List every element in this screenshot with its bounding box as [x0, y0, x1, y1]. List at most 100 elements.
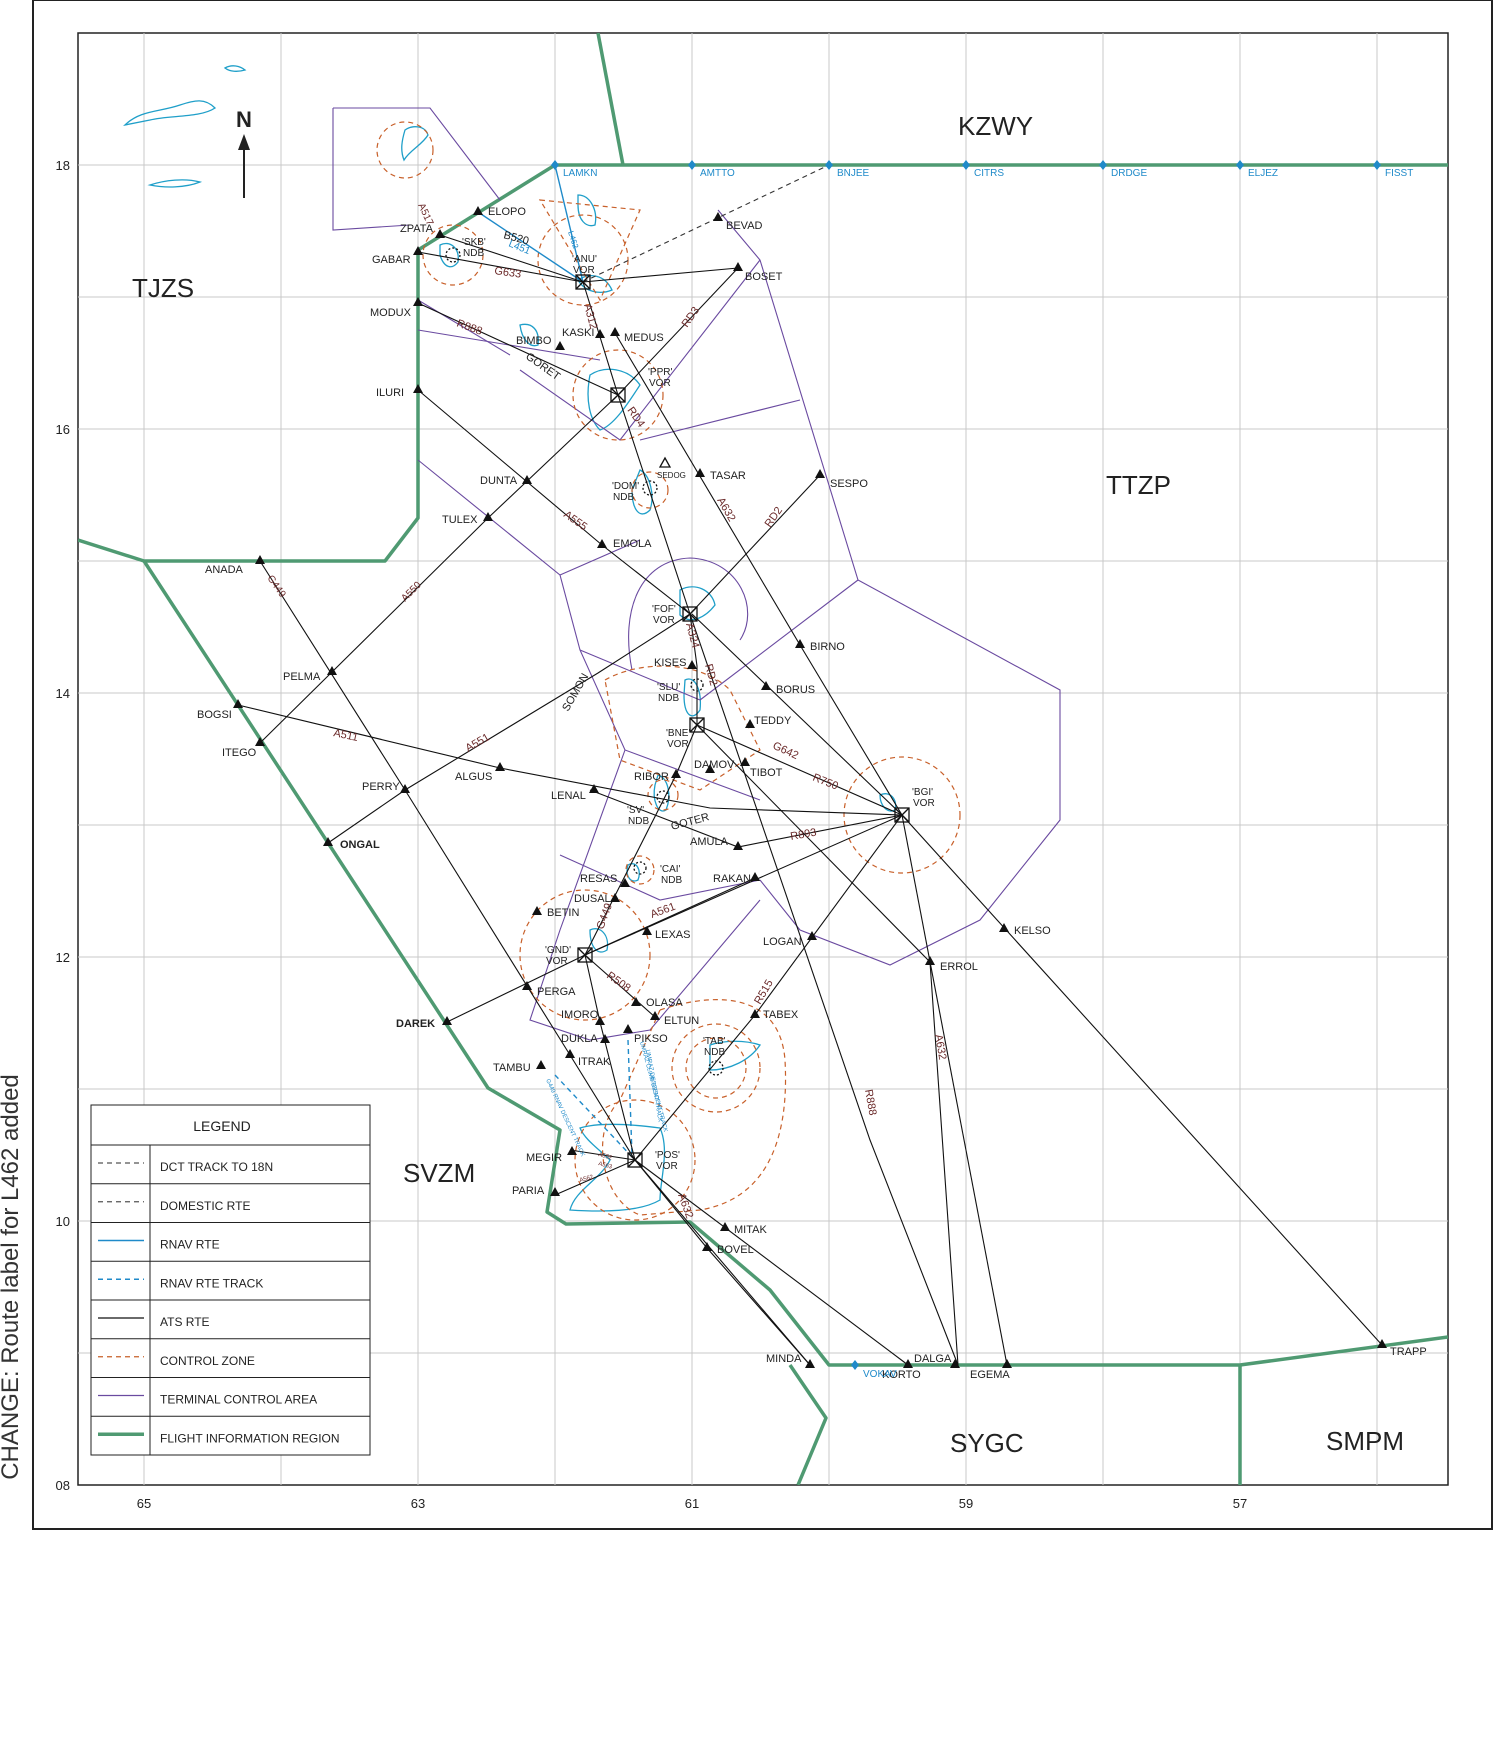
waypoint-triangle	[623, 1024, 633, 1033]
navaid-name: 'BGI'	[912, 787, 933, 798]
boundary-fix-diamond	[1373, 160, 1381, 170]
chart-frame: ELOPO ZPATA GABAR BEVAD BOSET MODUX KASKI MEDUS…	[0, 0, 1493, 1530]
route-label: A562	[579, 1174, 595, 1184]
boundary-fix-diamond	[1099, 160, 1107, 170]
waypoint-label: ZPATA	[400, 223, 434, 235]
waypoint-triangle	[807, 931, 817, 940]
waypoint-label: GABAR	[372, 254, 411, 266]
fir-label-kzwy: KZWY	[958, 111, 1033, 141]
navaid-name: 'DOM'	[612, 481, 639, 492]
waypoint-triangle	[610, 893, 620, 902]
waypoint-label: ITRAK	[578, 1056, 611, 1068]
lon-axis: 65 63 61 59 57	[137, 1496, 1247, 1511]
waypoint-label: BETIN	[547, 907, 579, 919]
route-label: R893	[789, 827, 817, 843]
navaid-name: 'SLU'	[657, 682, 680, 693]
boundary-fix-diamond	[962, 160, 970, 170]
outer-border	[32, 0, 1493, 1530]
boundary-fix-label: BNJEE	[837, 168, 870, 179]
lon-label: 57	[1233, 1496, 1247, 1511]
waypoint-triangle	[702, 1242, 712, 1251]
waypoint-label: RIBOR	[634, 771, 669, 783]
navaid-kind: NDB	[658, 693, 679, 704]
waypoint-label: PIKSO	[634, 1033, 668, 1045]
legend-item-label: DCT TRACK TO 18N	[160, 1160, 273, 1174]
waypoint-triangle	[327, 666, 337, 675]
legend-item-label: TERMINAL CONTROL AREA	[160, 1393, 317, 1407]
waypoint-triangle	[413, 297, 423, 306]
navaid-kind: NDB	[613, 492, 634, 503]
route-label: A552	[597, 1152, 613, 1162]
dct-tracks	[582, 164, 830, 283]
boundary-fix-label: FISST	[1385, 168, 1413, 179]
waypoint-triangle	[400, 784, 410, 793]
waypoint-label: BOGSI	[197, 709, 232, 721]
lat-label: 18	[56, 158, 70, 173]
navaid-name: 'PPR'	[648, 367, 672, 378]
navaid-kind: NDB	[628, 816, 649, 827]
navaid-kind: VOR	[656, 1161, 678, 1172]
legend-item-label: DOMESTIC RTE	[160, 1199, 250, 1213]
waypoint-label: SEDOG	[657, 471, 686, 480]
waypoint-label: EGEMA	[970, 1369, 1010, 1381]
waypoint-triangle	[233, 699, 243, 708]
waypoint-triangle	[999, 923, 1009, 932]
tca-boundaries	[332, 107, 1061, 1041]
waypoint-label: ELTUN	[664, 1015, 699, 1027]
waypoint-label: ONGAL	[340, 839, 380, 851]
rnav-routes	[477, 164, 636, 1161]
legend: LEGEND DCT TRACK TO 18N DOMESTIC RTE RNAV …	[90, 1104, 371, 1456]
waypoint-triangle	[595, 1016, 605, 1025]
waypoint-label: MINDA	[766, 1353, 802, 1365]
waypoint-triangle	[555, 341, 565, 350]
waypoint-label: BOVEL	[717, 1244, 754, 1256]
waypoint-label: OLASA	[646, 997, 683, 1009]
navaid-kind: VOR	[913, 798, 935, 809]
waypoint-label: TIBOT	[750, 767, 783, 779]
waypoint-label: DAMOV	[694, 759, 735, 771]
navaid-kind: VOR	[546, 956, 568, 967]
waypoint-label: PARIA	[512, 1185, 545, 1197]
boundary-fix-diamond	[551, 160, 559, 170]
waypoint-markers	[233, 206, 1387, 1368]
waypoint-triangle	[795, 639, 805, 648]
waypoint-label: PERGA	[537, 986, 576, 998]
waypoint-triangle	[815, 469, 825, 478]
lat-label: 10	[56, 1214, 70, 1229]
waypoint-triangle	[805, 1359, 815, 1368]
waypoint-label: SESPO	[830, 478, 868, 490]
waypoint-triangle	[483, 512, 493, 521]
waypoint-triangle	[597, 539, 607, 548]
route-label: A511	[332, 727, 359, 744]
waypoint-triangle	[522, 981, 532, 990]
waypoint-triangle	[442, 1016, 452, 1025]
navaid-name: 'FOF'	[652, 604, 676, 615]
waypoint-triangle	[1002, 1359, 1012, 1368]
waypoint-triangle	[925, 956, 935, 965]
fir-label-ttzp: TTZP	[1106, 470, 1171, 500]
waypoint-label: BORUS	[776, 684, 815, 696]
waypoint-triangle	[473, 206, 483, 215]
lon-label: 65	[137, 1496, 151, 1511]
waypoint-label: MITAK	[734, 1224, 767, 1236]
navaid-kind: VOR	[653, 615, 675, 626]
north-label: N	[236, 107, 252, 132]
waypoint-triangle	[650, 1011, 660, 1020]
navaid-kind: NDB	[463, 248, 484, 259]
waypoint-triangle	[567, 1146, 577, 1155]
waypoint-label: KISES	[654, 657, 686, 669]
waypoint-triangle	[733, 841, 743, 850]
waypoint-triangle	[695, 468, 705, 477]
waypoint-label: TULEX	[442, 514, 478, 526]
waypoint-triangle	[620, 878, 630, 887]
legend-item-label: FLIGHT INFORMATION REGION	[160, 1431, 340, 1445]
change-note: CHANGE: Route label for L462 added	[0, 1074, 24, 1480]
waypoint-triangle	[536, 1060, 546, 1069]
boundary-fix-markers	[551, 160, 1381, 1370]
boundary-fix-label: ELJEZ	[1248, 168, 1278, 179]
waypoint-label: DUSAL	[574, 893, 611, 905]
navaid-kind: NDB	[704, 1047, 725, 1058]
waypoint-triangle	[1377, 1339, 1387, 1348]
waypoint-triangle	[435, 229, 445, 238]
waypoint-triangle	[761, 681, 771, 690]
